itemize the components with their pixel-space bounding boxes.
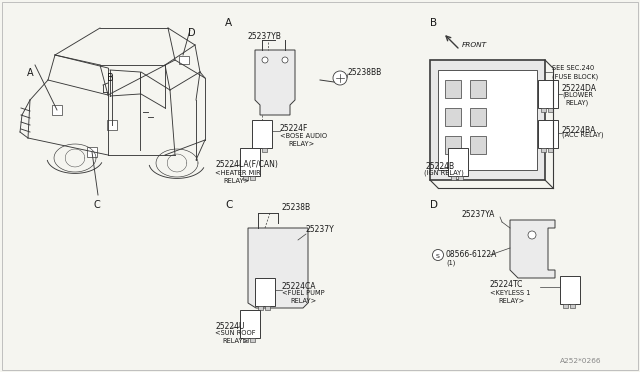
Text: 25224TC: 25224TC (490, 280, 524, 289)
Text: 25237YB: 25237YB (248, 32, 282, 41)
Text: S: S (436, 254, 440, 259)
Bar (265, 306, 270, 310)
Circle shape (262, 57, 268, 63)
Text: 25224U: 25224U (215, 322, 244, 331)
Bar (179, 56, 189, 64)
Polygon shape (510, 220, 555, 278)
Text: <HEATER MIR: <HEATER MIR (215, 170, 260, 176)
Text: RELAY>: RELAY> (290, 298, 316, 304)
Bar (240, 148, 260, 176)
Bar (470, 80, 486, 98)
Bar (252, 120, 272, 148)
Bar (250, 338, 255, 342)
Bar (541, 108, 546, 112)
Text: RELAY>: RELAY> (222, 338, 248, 344)
Circle shape (528, 231, 536, 239)
Bar (445, 136, 461, 154)
Text: (FUSE BLOCK): (FUSE BLOCK) (552, 73, 598, 80)
Text: D: D (188, 28, 196, 38)
Text: <FUEL PUMP: <FUEL PUMP (282, 290, 324, 296)
Text: 25224DA: 25224DA (562, 84, 597, 93)
Text: 25238B: 25238B (282, 203, 311, 212)
Text: 25224CA: 25224CA (282, 282, 317, 291)
Text: RELAY): RELAY) (565, 100, 588, 106)
Bar (243, 176, 248, 180)
Bar (250, 176, 255, 180)
Bar (541, 148, 546, 152)
Bar (255, 148, 260, 152)
Bar (52, 105, 62, 115)
Bar (560, 276, 580, 304)
Text: 25224BA: 25224BA (562, 126, 596, 135)
Text: <KEYLESS 1: <KEYLESS 1 (490, 290, 531, 296)
Circle shape (333, 71, 347, 85)
Text: 08566-6122A: 08566-6122A (446, 250, 497, 259)
Bar (563, 304, 568, 308)
Text: 25224B: 25224B (425, 162, 454, 171)
Text: <SUN ROOF: <SUN ROOF (215, 330, 255, 336)
Text: (BLOWER: (BLOWER (562, 92, 593, 99)
Text: RELAY>: RELAY> (288, 141, 314, 147)
Text: SEE SEC.240: SEE SEC.240 (552, 65, 595, 71)
Text: (IGN RELAY): (IGN RELAY) (424, 170, 464, 176)
Text: C: C (225, 200, 232, 210)
Text: RELAY>: RELAY> (498, 298, 524, 304)
Text: (1): (1) (446, 260, 456, 266)
Bar (538, 80, 558, 108)
Bar (255, 278, 275, 306)
Text: D: D (430, 200, 438, 210)
Text: A: A (27, 68, 34, 78)
Bar (538, 120, 558, 148)
Text: 25237YA: 25237YA (462, 210, 495, 219)
Bar (445, 108, 461, 126)
Text: 25238BB: 25238BB (348, 68, 382, 77)
Bar (445, 80, 461, 98)
Bar (107, 120, 117, 130)
Text: <BOSE AUDIO: <BOSE AUDIO (280, 133, 327, 139)
Text: A: A (225, 18, 232, 28)
Text: RELAY>: RELAY> (223, 178, 249, 184)
Text: B: B (107, 73, 114, 83)
Polygon shape (255, 50, 295, 115)
Polygon shape (248, 228, 308, 308)
Circle shape (282, 57, 288, 63)
Bar (438, 70, 537, 170)
Bar (470, 136, 486, 154)
Text: 25224LA(F/CAN): 25224LA(F/CAN) (215, 160, 278, 169)
Bar (548, 108, 553, 112)
Bar (570, 304, 575, 308)
Text: C: C (93, 200, 100, 210)
Text: FRONT: FRONT (462, 42, 487, 48)
Bar (240, 310, 260, 338)
Text: A252*0266: A252*0266 (560, 358, 602, 364)
Text: 25224F: 25224F (280, 124, 308, 133)
Bar (258, 306, 263, 310)
Bar (470, 108, 486, 126)
Bar (87, 147, 97, 157)
Bar (243, 338, 248, 342)
Bar (458, 176, 463, 180)
Text: (ACC RELAY): (ACC RELAY) (562, 132, 604, 138)
Circle shape (433, 250, 444, 260)
Bar (451, 176, 456, 180)
Bar (262, 148, 267, 152)
Bar (548, 148, 553, 152)
Bar (448, 148, 468, 176)
Bar (430, 60, 545, 180)
Text: 25237Y: 25237Y (306, 225, 335, 234)
Text: B: B (430, 18, 437, 28)
